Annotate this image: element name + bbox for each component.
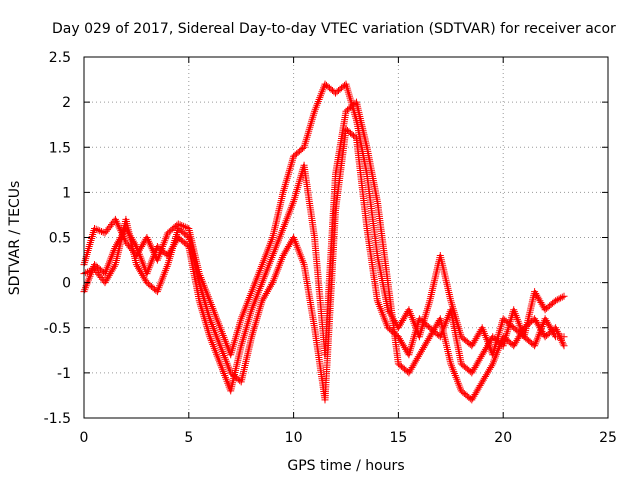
y-tick-label: -0.5 bbox=[44, 321, 71, 337]
y-tick-label: 0.5 bbox=[49, 231, 71, 247]
x-tick-label: 20 bbox=[494, 430, 512, 446]
y-tick-label: 1 bbox=[62, 185, 71, 201]
x-tick-label: 10 bbox=[285, 430, 303, 446]
y-tick-label: 1.5 bbox=[49, 140, 71, 156]
x-tick-label: 0 bbox=[80, 430, 89, 446]
y-tick-label: -1 bbox=[57, 366, 71, 382]
axis-ticks: 0 5 10 15 20 25 -1.5 -1 -0.5 0 0.5 1 1.5 2 2.5 bbox=[44, 50, 617, 446]
chart-title: Day 029 of 2017, Sidereal Day-to-day VTE… bbox=[52, 21, 616, 37]
x-axis-label: GPS time / hours bbox=[287, 458, 404, 474]
plus-markers bbox=[80, 80, 568, 359]
series-satellite-track-1 bbox=[80, 80, 568, 359]
x-tick-label: 5 bbox=[184, 430, 193, 446]
y-tick-label: 0 bbox=[62, 276, 71, 292]
data-points bbox=[80, 80, 568, 404]
y-tick-label: -1.5 bbox=[44, 411, 71, 427]
x-tick-label: 25 bbox=[599, 430, 617, 446]
y-tick-label: 2 bbox=[62, 95, 71, 111]
x-tick-label: 15 bbox=[389, 430, 407, 446]
y-axis-label: SDTVAR / TECUs bbox=[7, 181, 23, 296]
y-tick-label: 2.5 bbox=[49, 50, 71, 66]
